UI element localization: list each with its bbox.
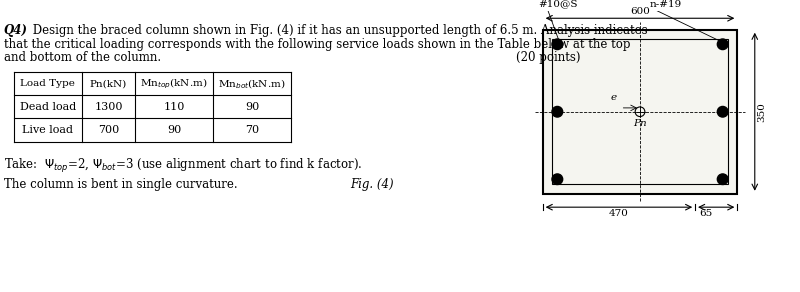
Text: Pn(kN): Pn(kN) bbox=[90, 79, 127, 88]
Text: that the critical loading corresponds with the following service loads shown in : that the critical loading corresponds wi… bbox=[4, 38, 630, 51]
Bar bbox=[542, 30, 738, 194]
Text: 90: 90 bbox=[245, 102, 259, 112]
Circle shape bbox=[552, 107, 562, 117]
Text: 1300: 1300 bbox=[94, 102, 122, 112]
Circle shape bbox=[552, 39, 562, 50]
Text: and bottom of the column.: and bottom of the column. bbox=[4, 51, 161, 64]
Circle shape bbox=[718, 174, 728, 185]
Text: The column is bent in single curvature.: The column is bent in single curvature. bbox=[4, 178, 238, 191]
Text: Take:  $Ψ_{top}$=2, $Ψ_{bot}$=3 (use alignment chart to find k factor).: Take: $Ψ_{top}$=2, $Ψ_{bot}$=3 (use alig… bbox=[4, 157, 362, 175]
Text: Dead load: Dead load bbox=[19, 102, 76, 112]
Text: Load Type: Load Type bbox=[20, 79, 75, 88]
Text: 65: 65 bbox=[699, 209, 712, 218]
Text: Pn: Pn bbox=[633, 119, 647, 128]
Text: e: e bbox=[610, 93, 617, 102]
Circle shape bbox=[552, 174, 562, 185]
Text: Live load: Live load bbox=[22, 125, 73, 135]
Text: 700: 700 bbox=[98, 125, 119, 135]
Text: Fig. (4): Fig. (4) bbox=[350, 178, 394, 191]
Text: 70: 70 bbox=[245, 125, 259, 135]
Text: 470: 470 bbox=[609, 209, 629, 218]
Circle shape bbox=[718, 107, 728, 117]
Text: Mn$_{top}$(kN.m): Mn$_{top}$(kN.m) bbox=[140, 77, 208, 91]
Text: Mn$_{bot}$(kN.m): Mn$_{bot}$(kN.m) bbox=[218, 77, 286, 91]
Text: 350: 350 bbox=[758, 102, 766, 122]
Bar bbox=[553, 39, 727, 184]
Text: n-#19: n-#19 bbox=[650, 0, 682, 8]
Circle shape bbox=[718, 39, 728, 50]
Text: #10@S: #10@S bbox=[538, 0, 578, 8]
Text: Q4): Q4) bbox=[4, 24, 28, 37]
Text: (20 points): (20 points) bbox=[515, 51, 580, 64]
Text: 600: 600 bbox=[630, 7, 650, 16]
Text: Design the braced column shown in Fig. (4) if it has an unsupported length of 6.: Design the braced column shown in Fig. (… bbox=[29, 24, 648, 37]
Text: 90: 90 bbox=[167, 125, 182, 135]
Text: 110: 110 bbox=[163, 102, 185, 112]
